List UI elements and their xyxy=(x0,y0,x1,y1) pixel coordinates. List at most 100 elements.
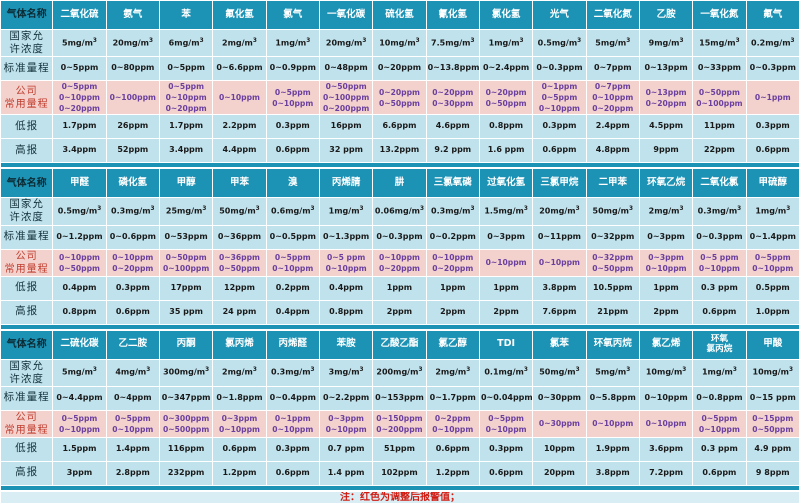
low-alarm-cell: 1ppm xyxy=(638,275,694,301)
company-range-cell: 0~5ppm 0~10ppm 0~20ppm xyxy=(158,80,214,116)
low-alarm-cell: 0.6ppm xyxy=(212,436,267,462)
gas-header-cell[interactable]: 三氯甲烷 xyxy=(532,168,587,199)
gas-header-cell[interactable]: 三氯氧磷 xyxy=(425,168,480,199)
gas-header-cell[interactable]: 乙酸乙酯 xyxy=(372,329,427,360)
low-alarm-cell: 0.4ppm xyxy=(318,275,374,301)
high-alarm-cell: 0.6ppm xyxy=(478,460,534,486)
company-range-value: 0~10ppm xyxy=(592,93,634,103)
gas-header-cell[interactable]: 甲硫醇 xyxy=(745,168,800,199)
gas-header-cell[interactable]: 氟气 xyxy=(745,0,800,30)
company-range-cell: 0~20ppm 0~30ppm xyxy=(425,80,480,116)
standard-range-cell: 0~10ppm xyxy=(638,385,694,411)
row-label-company-range: 公司 常用量程 xyxy=(0,80,54,116)
block-separator-bar xyxy=(0,162,800,169)
gas-header-cell[interactable]: 乙二胺 xyxy=(105,329,160,360)
gas-header-cell[interactable]: 二氧化氮 xyxy=(585,0,640,30)
gas-header-cell[interactable]: 二氧化氯 xyxy=(692,168,747,199)
gas-header-cell[interactable]: 氨气 xyxy=(105,0,160,30)
gas-header-cell[interactable]: 丙烯醛 xyxy=(265,329,320,360)
gas-header-cell[interactable]: 环氧 氯丙烷 xyxy=(692,329,747,360)
company-range-row: 公司 常用量程 0~5ppm 0~10ppm 0~5ppm 0~10ppm 0~300ppm… xyxy=(0,409,800,438)
gas-header-cell[interactable]: 氯乙烯 xyxy=(638,329,694,360)
company-range-value: 0~50ppm xyxy=(592,263,634,273)
company-range-row: 公司 常用量程 0~5ppm 0~10ppm 0~20ppm 0~100ppm 0~5ppm… xyxy=(0,80,800,116)
standard-range-cell: 0~6.6ppm xyxy=(212,56,267,82)
national-limit-cell: 1mg/m3 xyxy=(745,197,800,226)
gas-header-cell[interactable]: 二氧化硫 xyxy=(52,0,107,30)
gas-header-cell[interactable]: 甲酸 xyxy=(745,329,800,360)
high-alarm-cell: 3.8ppm xyxy=(585,460,640,486)
standard-range-cell: 0~0.5ppm xyxy=(265,224,320,250)
national-limit-cell: 2mg/m3 xyxy=(425,358,480,387)
national-limit-cell: 200mg/m3 xyxy=(372,358,427,387)
company-range-value: 0~50ppm xyxy=(378,98,420,108)
national-limit-row: 国家允 许浓度 5mg/m3 4mg/m3 300mg/m3 2mg/m3 0.3mg/m3… xyxy=(0,358,800,387)
gas-header-cell[interactable]: 甲醇 xyxy=(158,168,214,199)
company-range-value: 0~10ppm xyxy=(538,104,580,114)
gas-header-cell[interactable]: 溴 xyxy=(265,168,320,199)
gas-header-cell[interactable]: 二硫化碳 xyxy=(52,329,107,360)
header-label-gas-name: 气体名称 xyxy=(0,0,54,30)
standard-range-cell: 0~2.4ppm xyxy=(478,56,534,82)
gas-header-cell[interactable]: 一氧化氮 xyxy=(692,0,747,30)
block-separator xyxy=(0,323,800,330)
company-range-value: 0~50ppm xyxy=(485,98,527,108)
gas-header-cell[interactable]: 丙烯腈 xyxy=(318,168,374,199)
gas-header-cell[interactable]: 氯苯 xyxy=(532,329,587,360)
standard-range-cell: 0~0.3ppm xyxy=(745,56,800,82)
gas-header-cell[interactable]: 苯胺 xyxy=(318,329,374,360)
company-range-value: 0~10ppm xyxy=(112,252,154,262)
row-label-line: 许浓度 xyxy=(9,43,44,56)
company-range-value: 0~10ppm xyxy=(698,263,740,273)
row-label-low-alarm: 低报 xyxy=(0,114,54,140)
high-alarm-cell: 35 ppm xyxy=(158,299,214,325)
gas-header-cell[interactable]: 过氧化氢 xyxy=(478,168,534,199)
standard-range-cell: 0~13.8ppm xyxy=(425,56,480,82)
company-range-value: 0~10ppm xyxy=(485,258,527,267)
gas-header-cell[interactable]: 苯 xyxy=(158,0,214,30)
company-range-value: 0~20ppm xyxy=(485,87,527,97)
gas-header-cell[interactable]: 丙酮 xyxy=(158,329,214,360)
gas-header-cell[interactable]: 乙胺 xyxy=(638,0,694,30)
high-alarm-cell: 102ppm xyxy=(372,460,427,486)
gas-header-cell[interactable]: 二甲苯 xyxy=(585,168,640,199)
company-range-value: 0~5ppm xyxy=(61,82,98,92)
standard-range-cell: 0~0.3ppm xyxy=(372,224,427,250)
gas-header-cell[interactable]: 氯气 xyxy=(265,0,320,30)
company-range-cell: 0~5ppm 0~10ppm xyxy=(265,248,320,277)
gas-header-cell[interactable]: 环氧乙烷 xyxy=(638,168,694,199)
gas-header-cell[interactable]: 氰化氢 xyxy=(425,0,480,30)
company-range-cell: 0~5 ppm 0~10ppm xyxy=(692,248,747,277)
gas-header-cell[interactable]: 肼 xyxy=(372,168,427,199)
gas-header-cell[interactable]: 光气 xyxy=(532,0,587,30)
gas-header-cell[interactable]: 环氧丙烷 xyxy=(585,329,640,360)
low-alarm-cell: 116ppm xyxy=(158,436,214,462)
gas-header-cell[interactable]: 氯丙烯 xyxy=(212,329,267,360)
national-limit-cell: 5mg/m3 xyxy=(52,358,107,387)
low-alarm-cell: 0.3ppm xyxy=(478,436,534,462)
gas-header-cell[interactable]: 一氧化碳 xyxy=(318,0,374,30)
company-range-value: 0~1ppm xyxy=(541,82,578,92)
low-alarm-cell: 1.9ppm xyxy=(585,436,640,462)
high-alarm-cell: 0.6ppm xyxy=(265,460,320,486)
gas-header-cell[interactable]: 氟化氢 xyxy=(212,0,267,30)
company-range-value: 0~100ppm xyxy=(109,93,156,103)
company-range-value: 0~10ppm xyxy=(752,263,794,273)
gas-header-cell[interactable]: TDI xyxy=(478,329,534,360)
gas-header-cell[interactable]: 甲苯 xyxy=(212,168,267,199)
standard-range-cell: 0~4.4ppm xyxy=(52,385,107,411)
company-range-value: 0~50ppm xyxy=(58,263,100,273)
gas-header-cell[interactable]: 磷化氢 xyxy=(105,168,160,199)
gas-header-cell[interactable]: 硫化氢 xyxy=(372,0,427,30)
company-range-value: 0~20ppm xyxy=(58,104,100,114)
row-label-line: 常用量程 xyxy=(4,424,49,436)
company-range-cell: 0~100ppm xyxy=(105,80,160,116)
row-label-standard-range: 标准量程 xyxy=(0,385,54,411)
gas-header-cell[interactable]: 氯乙醇 xyxy=(425,329,480,360)
national-limit-cell: 0.3mg/m3 xyxy=(105,197,160,226)
gas-header-cell[interactable]: 氯化氢 xyxy=(478,0,534,30)
company-range-value: 0~10ppm xyxy=(165,93,207,103)
gas-header-cell[interactable]: 甲醛 xyxy=(52,168,107,199)
company-range-value: 0~20ppm xyxy=(378,263,420,273)
national-limit-cell: 5mg/m3 xyxy=(52,28,107,58)
